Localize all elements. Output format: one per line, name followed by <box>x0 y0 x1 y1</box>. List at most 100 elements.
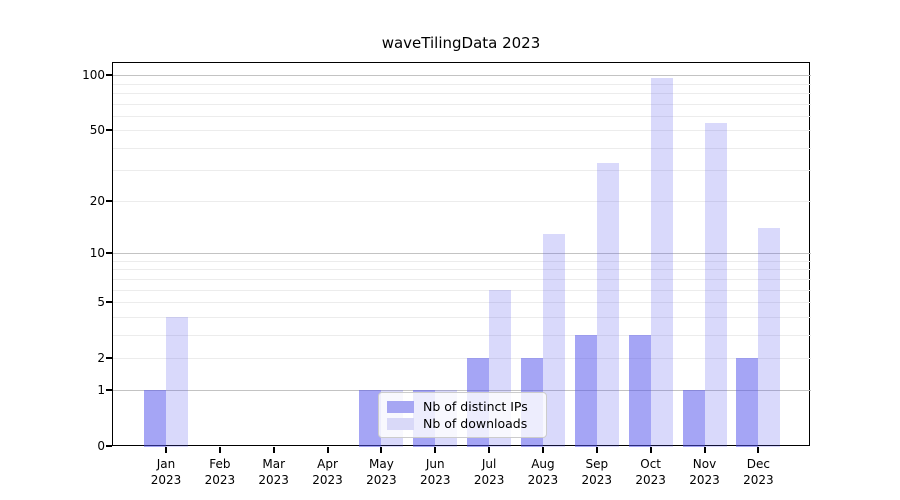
major-gridline <box>113 75 811 77</box>
legend-entry-downloads: Nb of downloads <box>387 415 538 432</box>
x-tick-year: 2023 <box>150 473 182 487</box>
y-tick-label: 10 <box>89 246 105 261</box>
x-tick-mark <box>380 447 383 453</box>
minor-gridline <box>113 316 811 318</box>
x-tick-mark <box>595 447 598 453</box>
x-tick-year: 2023 <box>204 473 236 487</box>
minor-gridline <box>113 334 811 336</box>
x-tick-year: 2023 <box>689 473 720 487</box>
y-tick-label: 100 <box>82 68 105 83</box>
x-tick-mark <box>272 447 275 453</box>
y-tick-mark <box>106 252 112 255</box>
axis-layer: 0 1 2 5 10 20 50 100 Jan 2023 Feb 2023 Mar 2023 Apr 202… <box>82 63 811 487</box>
bar-distinct-ips <box>628 334 651 447</box>
bar-distinct-ips <box>574 334 597 447</box>
y-tick-mark <box>106 356 112 359</box>
minor-gridline <box>113 269 811 271</box>
minor-gridline <box>113 201 811 203</box>
x-tick-label: Jan 2023 <box>139 456 193 488</box>
bar-distinct-ips <box>144 390 166 447</box>
y-tick-label: 50 <box>89 123 105 138</box>
minor-gridline <box>113 278 811 280</box>
chart-title: waveTilingData 2023 <box>381 34 541 52</box>
x-tick-year: 2023 <box>473 473 505 487</box>
y-tick-mark <box>106 200 112 203</box>
minor-gridline <box>113 92 811 94</box>
bar-downloads <box>758 228 781 447</box>
x-tick-year: 2023 <box>312 473 343 487</box>
x-tick-year: 2023 <box>419 473 451 487</box>
x-tick-label: Apr 2023 <box>301 456 355 488</box>
x-tick-year: 2023 <box>581 473 613 487</box>
legend-swatch-downloads-icon <box>387 417 414 430</box>
x-tick-month: Nov <box>692 457 717 471</box>
minor-gridline <box>113 147 811 149</box>
y-tick-label: 2 <box>97 350 105 365</box>
x-tick-mark <box>488 447 491 453</box>
x-tick-mark <box>649 447 652 453</box>
x-tick-month: Apr <box>317 457 338 471</box>
y-tick-label: 20 <box>89 194 105 209</box>
plot-area: 0 1 2 5 10 20 50 100 Jan 2023 Feb 2023 Mar 2023 Apr 202… <box>82 62 811 487</box>
legend-entry-distinct-ips: Nb of distinct IPs <box>387 398 538 415</box>
x-tick-label: Sep 2023 <box>570 456 624 488</box>
x-tick-month: Aug <box>531 457 555 471</box>
x-tick-label: Nov 2023 <box>678 456 732 488</box>
x-tick-year: 2023 <box>366 473 397 487</box>
bar-distinct-ips <box>736 357 759 447</box>
x-tick-month: May <box>368 457 394 471</box>
y-tick-label: 5 <box>97 295 105 310</box>
minor-gridline <box>113 261 811 262</box>
x-tick-mark <box>703 447 706 453</box>
minor-gridline <box>113 115 811 117</box>
x-tick-month: Jul <box>481 457 497 471</box>
x-tick-label: Aug 2023 <box>516 456 570 488</box>
x-tick-mark <box>218 447 221 453</box>
x-tick-label: Jun 2023 <box>408 456 462 488</box>
minor-gridline <box>113 103 811 105</box>
bar-downloads <box>166 316 188 447</box>
x-tick-mark <box>434 447 437 453</box>
x-tick-label: Jul 2023 <box>462 456 516 488</box>
minor-gridline <box>113 130 811 132</box>
x-tick-mark <box>541 447 544 453</box>
legend-swatch-distinct-ips-icon <box>387 400 414 413</box>
bar-downloads <box>542 233 565 447</box>
x-tick-year: 2023 <box>527 473 559 487</box>
y-tick-mark <box>106 129 112 132</box>
x-tick-month: Mar <box>262 457 285 471</box>
y-tick-label: 1 <box>97 383 105 398</box>
x-tick-month: Jun <box>425 457 445 471</box>
y-tick-mark <box>106 301 112 304</box>
bar-downloads <box>704 122 727 447</box>
x-tick-label: Mar 2023 <box>247 456 301 488</box>
x-tick-month: Oct <box>640 457 662 471</box>
x-tick-mark <box>757 447 760 453</box>
x-tick-month: Sep <box>585 457 609 471</box>
x-tick-label: May 2023 <box>354 456 408 488</box>
x-tick-month: Feb <box>209 457 231 471</box>
x-tick-mark <box>326 447 329 453</box>
major-gridline <box>113 253 811 255</box>
minor-gridline <box>113 289 811 291</box>
legend-label-distinct-ips: Nb of distinct IPs <box>423 399 528 414</box>
minor-gridline <box>113 302 811 304</box>
y-tick-label: 0 <box>97 439 105 453</box>
major-gridline <box>113 390 811 392</box>
legend-label-downloads: Nb of downloads <box>423 416 528 431</box>
bar-downloads <box>650 78 673 447</box>
grid-layer <box>113 63 811 447</box>
x-tick-mark <box>165 447 167 453</box>
minor-gridline <box>113 357 811 359</box>
bar-distinct-ips <box>682 390 705 447</box>
x-tick-year: 2023 <box>635 473 666 487</box>
x-tick-label: Dec 2023 <box>731 456 785 488</box>
x-tick-month: Dec <box>746 457 770 471</box>
y-tick-mark <box>106 445 112 447</box>
minor-gridline <box>113 83 811 85</box>
legend: Nb of distinct IPs Nb of downloads <box>378 392 547 438</box>
minor-gridline <box>113 170 811 172</box>
x-tick-label: Feb 2023 <box>193 456 247 488</box>
x-tick-label: Oct 2023 <box>624 456 678 488</box>
